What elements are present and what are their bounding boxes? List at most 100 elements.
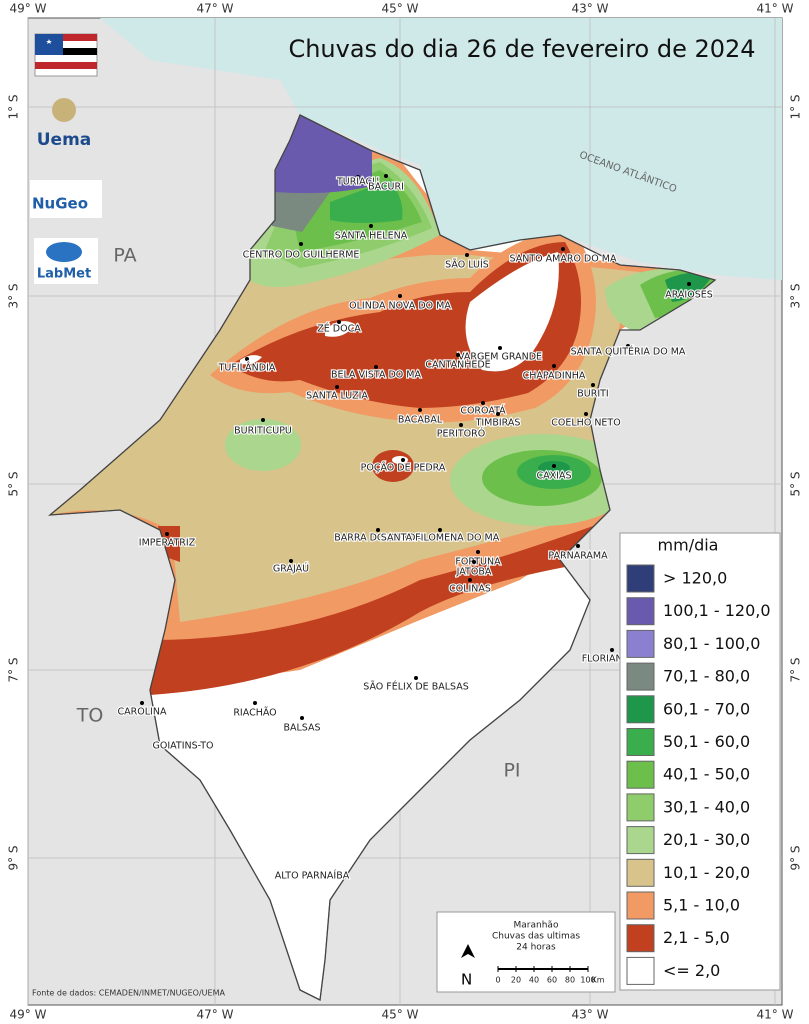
logo-box [30,180,102,218]
city-dot [626,344,630,348]
legend-label: 70,1 - 80,0 [663,667,750,686]
rain-zone [225,419,301,471]
legend-swatch [626,858,655,887]
city-dot [335,385,339,389]
source: Fonte de dados: CEMADEN/INMET/NUGEO/UEMA [32,989,225,998]
lon-label-bottom: 41° W [757,1008,794,1022]
city-label: ARAIOSES [665,290,713,301]
city-label: GOIATINS-TO [153,741,214,752]
lat-label-left: 3° S [7,283,21,308]
city-dot [261,418,265,422]
city-dot [245,357,249,361]
rain-zone [150,518,615,695]
scale-tick-label: 0 [495,976,500,985]
city-label: OLINDA NOVA DO MA [349,301,451,312]
legend: mm/dia > 120,0 100,1 - 120,0 80,1 - 100,0 70… [626,536,771,985]
city-label: SÃO LUÍS [445,259,489,271]
lat-label-right: 5° S [789,471,803,496]
rain-zones [50,115,715,695]
legend-swatch [626,760,655,789]
city-label: PARNARAMA [548,551,608,562]
region-label: PI [503,760,520,782]
scale-caption: Maranhão [514,921,559,931]
city-dot [398,294,402,298]
city-dot [401,458,405,462]
city-label: SANTA QUITÉRIA DO MA [571,346,686,358]
lat-label-left: 1° S [7,94,21,119]
rain-zone [465,252,559,372]
legend-label: 5,1 - 10,0 [663,896,740,915]
city-label: CHAPADINHA [523,371,586,382]
lon-label-bottom: 45° W [382,1008,419,1022]
city-dot [356,175,360,179]
lon-label-bottom: 49° W [10,1008,47,1022]
map-title: Chuvas do dia 26 de fevereiro de 2024 [288,35,755,63]
city-dot [610,648,614,652]
legend-label: > 120,0 [663,569,727,588]
lat-label-right: 7° S [789,657,803,682]
legend-label: 80,1 - 100,0 [663,634,760,653]
city-dot [289,559,293,563]
labmet-icon [46,242,82,262]
uema-seal [52,98,76,122]
city-label: COROATÁ [460,405,506,417]
city-label: BALSAS [283,723,320,734]
sea [100,18,782,280]
city-dot [468,578,472,582]
city-label: SANTO AMARO DO MA [510,254,617,265]
legend-swatch [626,564,655,593]
city-label: SANTA LUZIA [306,391,368,402]
legend-label: 30,1 - 40,0 [663,797,750,816]
legend-swatch [626,662,655,691]
city-dot [552,464,556,468]
city-label: CAXIAS [537,471,572,482]
city-dot [374,365,378,369]
scale-tick-label: 100 [580,976,595,985]
city-dot [299,242,303,246]
legend-swatch [626,629,655,658]
city-label: CENTRO DO GUILHERME [243,250,360,261]
lon-label-top: 43° W [572,2,609,16]
city-dot [687,282,691,286]
city-dot [496,412,500,416]
city-label: GRAJAÚ [273,563,309,575]
city-dot [472,560,476,564]
scale-tick-label: 40 [529,976,539,985]
lon-label-bottom: 47° W [197,1008,234,1022]
city-label: BARRA DO CORDA [334,533,422,544]
city-dot [584,412,588,416]
city-label: BURITICUPU [234,426,292,437]
lon-label-top: 47° W [197,2,234,16]
city-label: BACURI [368,182,404,193]
city-label: ALTO PARNAÍBA [275,870,350,882]
legend-swatch [626,597,655,626]
city-label: COLINAS [449,584,491,595]
city-dot [576,544,580,548]
lon-label-bottom: 43° W [572,1008,609,1022]
city-dot [418,408,422,412]
rain-zone [272,188,330,232]
scale-unit: Km [591,976,604,985]
legend-label: 50,1 - 60,0 [663,732,750,751]
city-dot [476,550,480,554]
city-label: SÃO FÉLIX DE BALSAS [363,681,469,693]
legend-swatch [626,891,655,920]
lat-label-right: 9° S [789,845,803,870]
city-dot [465,253,469,257]
city-label: JATOBÁ [456,566,492,578]
city-label: VARGEM GRANDE [458,352,542,363]
city-dot [459,423,463,427]
legend-label: 10,1 - 20,0 [663,863,750,882]
city-dot [384,174,388,178]
legend-label: 60,1 - 70,0 [663,699,750,718]
city-label: FORTUNA [455,557,501,568]
scale-tick-label: 20 [511,976,521,985]
city-dot [300,716,304,720]
lat-label-right: 3° S [789,283,803,308]
legend-swatch [626,956,655,985]
city-dot [253,701,257,705]
lon-label-top: 41° W [757,2,794,16]
logo-labmet: LabMet [37,267,91,282]
